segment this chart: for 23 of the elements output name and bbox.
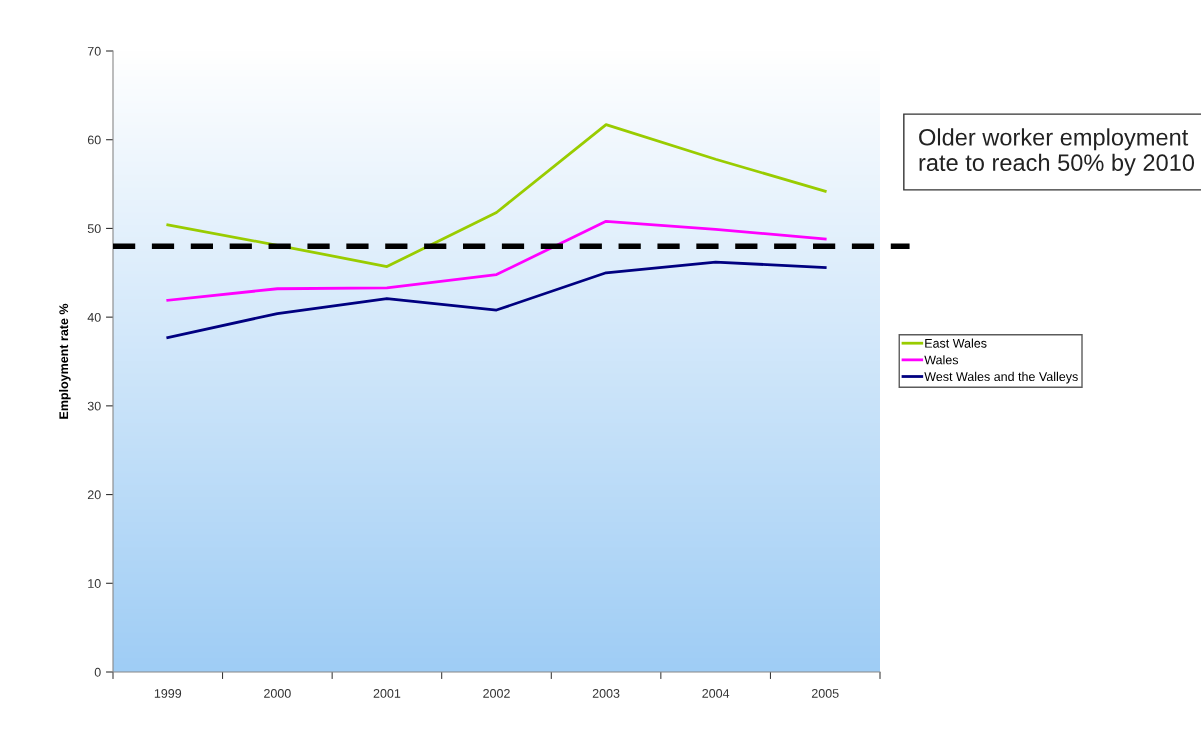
y-tick-label: 60 [87, 135, 101, 145]
y-tick-label: 20 [87, 490, 101, 500]
y-tick-label: 30 [87, 401, 101, 411]
x-tick-label: 2000 [264, 689, 291, 698]
x-tick-label: 2003 [592, 689, 620, 698]
x-tick-label: 1999 [154, 689, 182, 698]
line-series [166, 260, 827, 339]
line-series [166, 123, 827, 268]
legend-label: East Wales [925, 338, 987, 348]
x-tick-label: 2001 [373, 689, 401, 698]
legend-label: Wales [924, 355, 959, 365]
x-tick-label: 2004 [702, 689, 730, 698]
x-tick-label: 2005 [811, 689, 839, 698]
y-tick-label: 10 [88, 579, 101, 588]
y-tick-label: 50 [87, 224, 101, 234]
y-axis-title: Employment rate % [58, 303, 71, 419]
legend-label: West Wales and the Valleys [924, 371, 1078, 384]
x-tick-label: 2002 [483, 689, 510, 698]
y-tick-label: 70 [87, 46, 101, 56]
line-series [166, 219, 827, 302]
text: Older worker employment rate to reach 50% by 2010 [919, 128, 1195, 176]
y-tick-label: 40 [87, 312, 101, 322]
y-tick-label: 0 [94, 667, 101, 677]
